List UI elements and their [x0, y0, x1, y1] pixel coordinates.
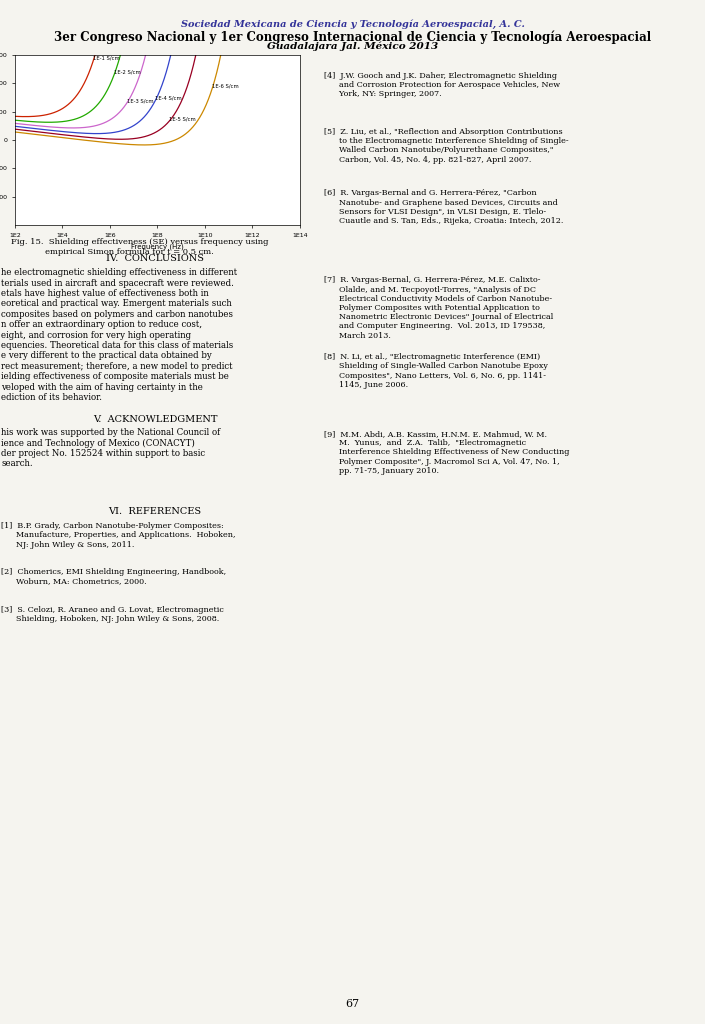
Text: VI.  REFERENCES: VI. REFERENCES — [109, 507, 202, 516]
Text: IV.  CONCLUSIONS: IV. CONCLUSIONS — [106, 254, 204, 263]
Text: his work was supported by the National Council of
ience and Technology of Mexico: his work was supported by the National C… — [1, 428, 221, 468]
Text: V.  ACKNOWLEDGMENT: V. ACKNOWLEDGMENT — [93, 415, 217, 424]
Text: Guadalajara Jal. México 2013: Guadalajara Jal. México 2013 — [267, 41, 438, 51]
Text: [5]  Z. Liu, et al., "Reflection and Absorption Contributions
      to the Elect: [5] Z. Liu, et al., "Reflection and Abso… — [324, 128, 569, 164]
Text: [4]  J.W. Gooch and J.K. Daher, Electromagnetic Shielding
      and Corrosion Pr: [4] J.W. Gooch and J.K. Daher, Electroma… — [324, 72, 560, 98]
Text: [9]  M.M. Abdi, A.B. Kassim, H.N.M. E. Mahmud, W. M.
      M.  Yunus,  and  Z.A.: [9] M.M. Abdi, A.B. Kassim, H.N.M. E. Ma… — [324, 430, 570, 475]
Text: [2]  Chomerics, EMI Shielding Engineering, Handbook,
      Woburn, MA: Chometric: [2] Chomerics, EMI Shielding Engineering… — [1, 568, 226, 586]
Text: Sociedad Mexicana de Ciencia y Tecnología Aeroespacial, A. C.: Sociedad Mexicana de Ciencia y Tecnologí… — [180, 19, 525, 30]
Text: [1]  B.P. Grady, Carbon Nanotube-Polymer Composites:
      Manufacture, Properti: [1] B.P. Grady, Carbon Nanotube-Polymer … — [1, 522, 236, 549]
Text: he electromagnetic shielding effectiveness in different
terials used in aircraft: he electromagnetic shielding effectivene… — [1, 268, 238, 402]
Text: [7]  R. Vargas-Bernal, G. Herrera-Pérez, M.E. Calixto-
      Olalde, and M. Tecp: [7] R. Vargas-Bernal, G. Herrera-Pérez, … — [324, 276, 553, 340]
Text: [6]  R. Vargas-Bernal and G. Herrera-Pérez, "Carbon
      Nanotube- and Graphene: [6] R. Vargas-Bernal and G. Herrera-Pére… — [324, 189, 564, 225]
Text: 1E-6 S/cm: 1E-6 S/cm — [212, 84, 239, 89]
X-axis label: Frequency (Hz): Frequency (Hz) — [131, 243, 184, 250]
Text: 1E-5 S/cm: 1E-5 S/cm — [168, 117, 195, 122]
Text: [3]  S. Celozi, R. Araneo and G. Lovat, Electromagnetic
      Shielding, Hoboken: [3] S. Celozi, R. Araneo and G. Lovat, E… — [1, 606, 224, 624]
Text: 1E-1 S/cm: 1E-1 S/cm — [93, 55, 120, 60]
Text: [8]  N. Li, et al., "Electromagnetic Interference (EMI)
      Shielding of Singl: [8] N. Li, et al., "Electromagnetic Inte… — [324, 353, 548, 389]
Text: Fig. 15.  Shielding effectiveness (SE) versus frequency using
             empir: Fig. 15. Shielding effectiveness (SE) ve… — [11, 239, 269, 256]
Text: 3er Congreso Nacional y 1er Congreso Internacional de Ciencia y Tecnología Aeroe: 3er Congreso Nacional y 1er Congreso Int… — [54, 30, 651, 44]
Text: 1E-2 S/cm: 1E-2 S/cm — [114, 70, 141, 75]
Text: 67: 67 — [345, 998, 360, 1009]
Text: 1E-4 S/cm: 1E-4 S/cm — [155, 96, 182, 100]
Text: 1E-3 S/cm: 1E-3 S/cm — [127, 98, 153, 103]
